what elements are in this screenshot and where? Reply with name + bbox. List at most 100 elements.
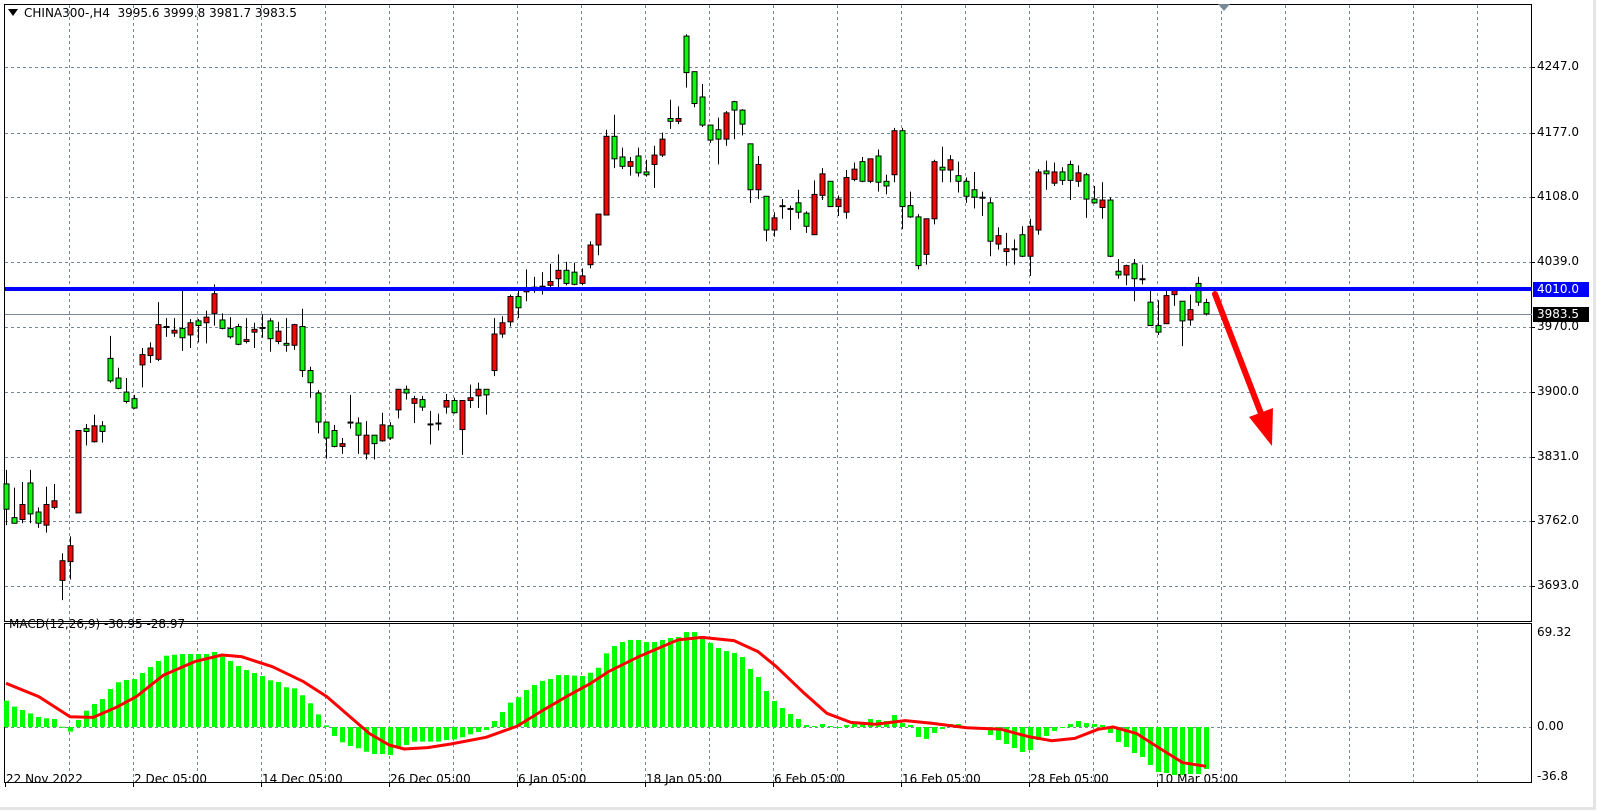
candle-body <box>707 124 714 141</box>
macd-bar <box>596 667 601 727</box>
macd-bar <box>852 724 857 727</box>
candle-body <box>1195 282 1202 303</box>
macd-bar <box>1044 727 1049 736</box>
candle-body <box>723 112 730 140</box>
candle <box>715 117 722 165</box>
macd-bar <box>788 713 793 727</box>
candle <box>899 127 906 230</box>
candle-body <box>115 377 122 389</box>
macd-bar <box>692 632 697 727</box>
candle-body <box>59 560 66 581</box>
candle <box>779 199 786 219</box>
candle <box>931 159 938 225</box>
macd-bar <box>732 652 737 727</box>
macd-bar <box>492 721 497 727</box>
macd-bar <box>828 726 833 728</box>
price-axis-label: 3831.0 <box>1537 448 1579 463</box>
candle <box>603 129 610 216</box>
macd-bar <box>316 714 321 727</box>
time-axis-label: 2 Dec 05:00 <box>134 772 208 786</box>
candle-body <box>467 397 474 402</box>
candle <box>371 434 378 460</box>
macd-bar <box>644 641 649 727</box>
time-axis-label: 10 Mar 05:00 <box>1158 772 1239 786</box>
candle <box>355 417 362 454</box>
candle-body <box>691 71 698 105</box>
candle-body <box>611 135 618 160</box>
macd-bar <box>1156 727 1161 773</box>
candle-body <box>251 328 258 333</box>
candle <box>211 284 218 326</box>
candle <box>755 156 762 200</box>
macd-bar <box>924 727 929 739</box>
candle-body <box>323 421 330 439</box>
candle-body <box>1139 278 1146 281</box>
macd-bar <box>1060 727 1065 728</box>
macd-bar <box>1092 724 1097 727</box>
macd-bar <box>804 724 809 727</box>
macd-bar <box>140 673 145 727</box>
candle-body <box>43 504 50 526</box>
macd-bar <box>20 710 25 727</box>
candle-body <box>867 158 874 182</box>
candle-body <box>603 135 610 216</box>
macd-bar <box>164 655 169 727</box>
candle-body <box>1147 301 1154 327</box>
candle <box>147 342 154 364</box>
candle-body <box>827 180 834 208</box>
candle-body <box>1059 171 1066 181</box>
macd-label: MACD(12,26,9) -30.95 -28.97 <box>9 617 186 631</box>
candle-body <box>379 424 386 442</box>
candle <box>539 272 546 295</box>
candle <box>555 254 562 288</box>
candle-body <box>899 130 906 208</box>
down-arrow-annotation[interactable] <box>1212 291 1273 446</box>
support-level-tag: 4010.0 <box>1533 282 1589 298</box>
candle-body <box>419 399 426 408</box>
candle <box>155 302 162 362</box>
candle <box>467 384 474 409</box>
candle <box>1107 197 1114 258</box>
macd-bar <box>436 727 441 742</box>
candle-body <box>667 118 674 122</box>
candle <box>1115 259 1122 279</box>
candle-body <box>731 101 738 111</box>
candle <box>851 162 858 182</box>
candle <box>459 400 466 455</box>
candle-body <box>51 500 58 508</box>
candle-body <box>619 156 626 167</box>
price-axis-label: 3900.0 <box>1537 384 1579 399</box>
macd-bar <box>52 718 57 727</box>
candle-body <box>739 109 746 125</box>
candle-body <box>331 430 338 447</box>
candle-body <box>347 421 354 424</box>
candle-body <box>1115 270 1122 276</box>
candle-body <box>491 333 498 372</box>
candle <box>139 348 146 388</box>
chart-shift-marker-icon[interactable] <box>1218 4 1230 11</box>
candle <box>859 156 866 183</box>
macd-bar <box>452 727 457 740</box>
candle-body <box>163 326 170 329</box>
candle <box>1139 264 1146 285</box>
candle-body <box>475 388 482 397</box>
candle-body <box>403 388 410 394</box>
candle <box>51 483 58 510</box>
candle-body <box>195 320 202 327</box>
candle <box>1203 298 1210 316</box>
candle-body <box>1035 171 1042 231</box>
price-axis-label: 3970.0 <box>1537 318 1579 333</box>
dropdown-triangle-icon[interactable] <box>8 9 18 16</box>
candle <box>563 261 570 286</box>
candle <box>227 317 234 339</box>
candle <box>1187 294 1194 326</box>
candle <box>347 394 354 429</box>
ohlc-values: 3995.6 3999.8 3981.7 3983.5 <box>117 6 297 20</box>
macd-bar <box>1020 727 1025 752</box>
candle-body <box>859 161 866 182</box>
candle-body <box>211 293 218 314</box>
candle-body <box>659 138 666 156</box>
macd-bar <box>796 718 801 727</box>
